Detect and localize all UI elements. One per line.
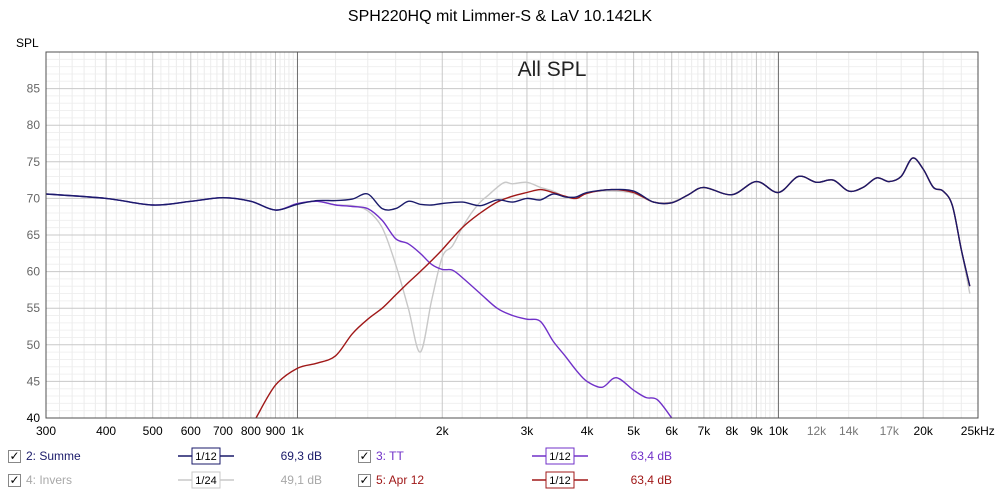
chart-title: SPH220HQ mit Limmer-S & LaV 10.142LK [347, 8, 653, 25]
grid [46, 52, 978, 419]
smoothing-label: 1/12 [549, 451, 570, 463]
smoothing-label: 1/24 [195, 475, 216, 487]
legend-value: 63,4 dB [630, 473, 672, 487]
smoothing-label: 1/12 [549, 475, 570, 487]
y-tick-label: 65 [27, 228, 41, 242]
x-tick-label: 600 [181, 424, 201, 438]
x-tick-label: 2k [436, 424, 450, 438]
legend-checkbox[interactable]: ✓ [8, 448, 21, 463]
y-tick-label: 55 [27, 301, 41, 315]
x-tick-label: 20k [914, 424, 934, 438]
x-tick-label: 500 [143, 424, 163, 438]
legend-value: 69,3 dB [280, 449, 322, 463]
x-tick-label: 900 [265, 424, 285, 438]
y-tick-label: 85 [27, 82, 41, 96]
legend-value: 63,4 dB [630, 449, 672, 463]
x-tick-label: 400 [96, 424, 116, 438]
x-tick-label: 4k [581, 424, 595, 438]
y-tick-label: 70 [27, 191, 41, 205]
y-tick-label: 60 [27, 265, 41, 279]
x-tick-label: 10k [769, 424, 789, 438]
inner-title: All SPL [518, 58, 587, 81]
y-tick-label: 40 [27, 411, 41, 425]
x-tick-label: 12k [807, 424, 827, 438]
legend-swatch[interactable]: 1/12 [532, 447, 588, 465]
y-axis-label: SPL [16, 36, 39, 50]
legend-checkbox[interactable]: ✓ [358, 448, 371, 463]
legend-swatch[interactable]: 1/12 [532, 471, 588, 489]
x-tick-label: 700 [213, 424, 233, 438]
legend-swatch[interactable]: 1/24 [178, 471, 234, 489]
x-tick-label: 1k [291, 424, 305, 438]
legend-entry-4-invers: ✓ 4: Invers [8, 473, 72, 487]
x-tick-label: 5k [627, 424, 641, 438]
x-tick-label: 8k [725, 424, 739, 438]
x-tick-label: 25kHz [961, 424, 995, 438]
legend-label: 5: Apr 12 [376, 473, 425, 487]
legend-checkbox[interactable]: ✓ [358, 472, 371, 487]
x-tick-label: 14k [839, 424, 859, 438]
y-tick-label: 75 [27, 155, 41, 169]
y-tick-label: 45 [27, 374, 41, 388]
axes: All SPL 40 45 50 55 60 65 70 75 80 85 300 400 500 600 7… [27, 51, 995, 438]
x-tick-label: 6k [665, 424, 679, 438]
legend-entry-3-tt: ✓ 3: TT [358, 449, 404, 463]
legend-entry-2-summe: ✓ 2: Summe [8, 449, 81, 463]
x-tick-label: 7k [698, 424, 712, 438]
legend-swatch[interactable]: 1/12 [178, 447, 234, 465]
x-tick-label: 300 [36, 424, 56, 438]
series-line-2-summe [45, 157, 971, 287]
y-tick-label: 80 [27, 118, 41, 132]
legend-entry-5-apr-12: ✓ 5: Apr 12 [358, 473, 424, 487]
x-tick-label: 17k [880, 424, 900, 438]
y-tick-label: 50 [27, 338, 41, 352]
smoothing-label: 1/12 [195, 451, 216, 463]
x-tick-label: 9k [750, 424, 764, 438]
legend-label: 4: Invers [26, 473, 73, 487]
x-tick-label: 3k [521, 424, 535, 438]
legend-label: 3: TT [376, 449, 404, 463]
curves [45, 157, 971, 419]
legend-label: 2: Summe [26, 449, 81, 463]
legend-checkbox[interactable]: ✓ [8, 472, 21, 487]
plot-frame [45, 51, 979, 419]
x-tick-label: 800 [241, 424, 261, 438]
legend-value: 49,1 dB [280, 473, 322, 487]
